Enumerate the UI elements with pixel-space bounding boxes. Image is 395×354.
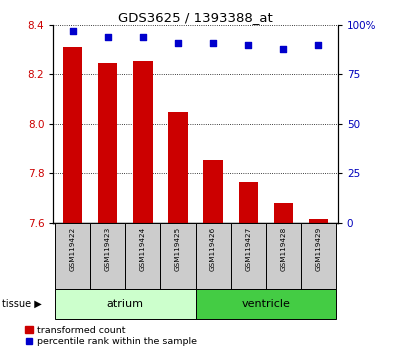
Bar bbox=[133, 61, 152, 223]
Bar bbox=[63, 47, 82, 223]
Bar bbox=[309, 219, 328, 223]
Bar bbox=[196, 289, 336, 319]
Bar bbox=[168, 112, 188, 223]
Point bbox=[175, 40, 181, 45]
Text: GSM119429: GSM119429 bbox=[316, 226, 322, 270]
Point bbox=[210, 40, 216, 45]
Bar bbox=[301, 223, 336, 289]
Title: GDS3625 / 1393388_at: GDS3625 / 1393388_at bbox=[118, 11, 273, 24]
Bar bbox=[231, 223, 266, 289]
Bar bbox=[239, 182, 258, 223]
Text: GSM119427: GSM119427 bbox=[245, 226, 251, 270]
Bar bbox=[55, 223, 90, 289]
Bar bbox=[160, 223, 196, 289]
Text: ventricle: ventricle bbox=[241, 298, 290, 309]
Text: GSM119428: GSM119428 bbox=[280, 226, 286, 270]
Bar bbox=[98, 63, 117, 223]
Bar bbox=[90, 223, 125, 289]
Text: GSM119424: GSM119424 bbox=[140, 226, 146, 270]
Text: GSM119425: GSM119425 bbox=[175, 226, 181, 270]
Point bbox=[70, 28, 76, 34]
Legend: transformed count, percentile rank within the sample: transformed count, percentile rank withi… bbox=[24, 325, 198, 347]
Point bbox=[280, 46, 286, 51]
Bar bbox=[55, 289, 196, 319]
Point bbox=[140, 34, 146, 40]
Point bbox=[315, 42, 322, 47]
Text: atrium: atrium bbox=[107, 298, 144, 309]
Text: GSM119423: GSM119423 bbox=[105, 226, 111, 270]
Point bbox=[245, 42, 251, 47]
Text: GSM119426: GSM119426 bbox=[210, 226, 216, 270]
Bar bbox=[203, 160, 223, 223]
Bar bbox=[266, 223, 301, 289]
Bar bbox=[274, 203, 293, 223]
Point bbox=[105, 34, 111, 40]
Bar bbox=[196, 223, 231, 289]
Bar bbox=[125, 223, 160, 289]
Text: tissue ▶: tissue ▶ bbox=[2, 298, 42, 309]
Text: GSM119422: GSM119422 bbox=[70, 226, 75, 270]
